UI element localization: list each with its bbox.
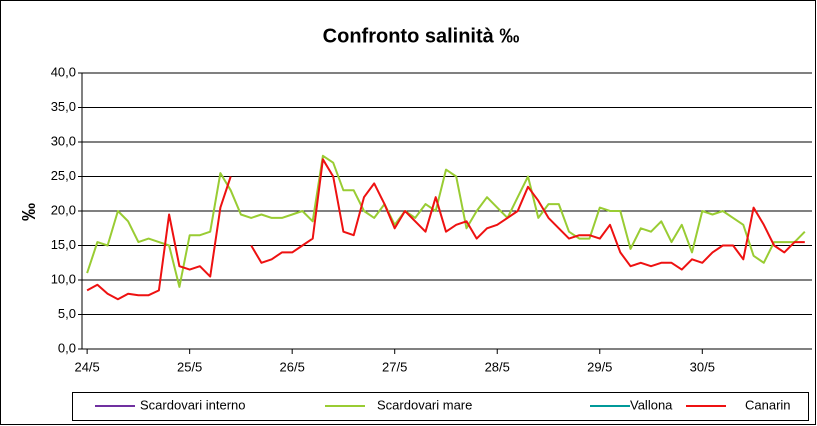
y-tick-label: 0,0 bbox=[58, 340, 76, 355]
y-tick-label: 40,0 bbox=[51, 64, 76, 79]
x-tick-label: 26/5 bbox=[280, 359, 305, 374]
y-tick-label: 30,0 bbox=[51, 133, 76, 148]
legend-label: Scardovari interno bbox=[140, 397, 246, 412]
y-tick-label: 20,0 bbox=[51, 202, 76, 217]
y-tick-label: 5,0 bbox=[58, 306, 76, 321]
x-tick-label: 29/5 bbox=[587, 359, 612, 374]
legend-label: Canarin bbox=[745, 397, 791, 412]
x-tick-label: 28/5 bbox=[485, 359, 510, 374]
y-tick-label: 15,0 bbox=[51, 237, 76, 252]
chart-title: Confronto salinità ‰ bbox=[323, 25, 520, 47]
x-tick-label: 25/5 bbox=[177, 359, 202, 374]
legend-label: Vallona bbox=[630, 397, 673, 412]
y-tick-label: 35,0 bbox=[51, 99, 76, 114]
x-tick-label: 27/5 bbox=[382, 359, 407, 374]
legend-box bbox=[72, 392, 809, 421]
legend-label: Scardovari mare bbox=[377, 397, 472, 412]
series-line bbox=[86, 158, 805, 301]
y-axis-label: ‰ bbox=[19, 203, 39, 221]
x-tick-label: 30/5 bbox=[690, 359, 715, 374]
x-tick-label: 24/5 bbox=[74, 359, 99, 374]
y-tick-label: 10,0 bbox=[51, 271, 76, 286]
y-tick-label: 25,0 bbox=[51, 168, 76, 183]
series-line bbox=[86, 154, 806, 288]
